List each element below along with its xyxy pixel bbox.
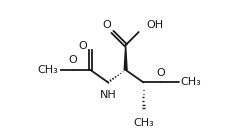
Text: O: O xyxy=(79,41,88,51)
Text: O: O xyxy=(68,55,77,65)
Text: OH: OH xyxy=(146,20,163,30)
Text: CH₃: CH₃ xyxy=(180,77,201,87)
Text: CH₃: CH₃ xyxy=(133,118,154,128)
Text: O: O xyxy=(156,68,165,77)
Text: O: O xyxy=(102,20,111,30)
Text: NH: NH xyxy=(100,90,116,100)
Text: CH₃: CH₃ xyxy=(37,65,58,75)
Polygon shape xyxy=(124,45,127,70)
